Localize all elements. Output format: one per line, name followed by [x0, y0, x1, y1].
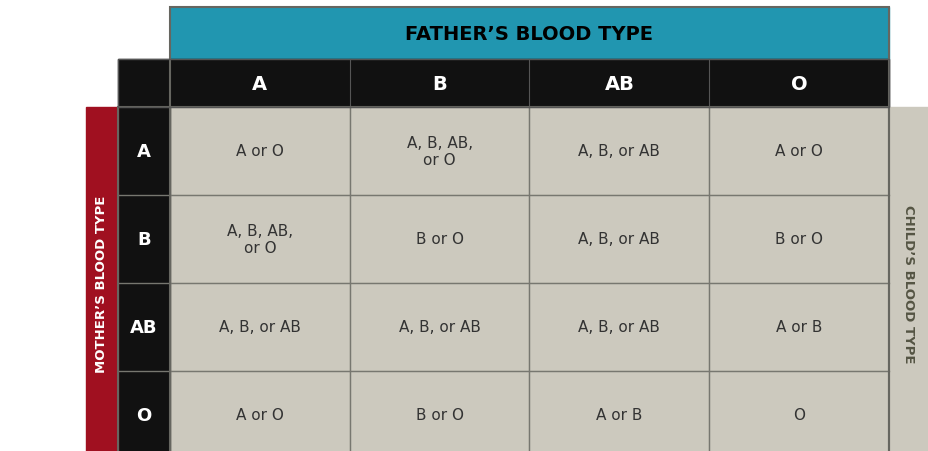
Bar [349, 196, 529, 283]
Text: A or O: A or O [236, 408, 284, 423]
Text: O: O [790, 74, 806, 93]
Bar [170, 8, 888, 60]
Bar [708, 196, 888, 283]
Text: A: A [252, 74, 267, 93]
Bar [529, 371, 708, 451]
Text: A or O: A or O [774, 144, 822, 159]
Bar [170, 371, 349, 451]
Text: A, B, or AB: A, B, or AB [578, 144, 660, 159]
Text: B: B [432, 74, 446, 93]
Text: A, B, or AB: A, B, or AB [219, 320, 301, 335]
Text: A or O: A or O [236, 144, 284, 159]
Text: FATHER’S BLOOD TYPE: FATHER’S BLOOD TYPE [405, 24, 652, 43]
Bar [708, 371, 888, 451]
Text: A, B, or AB: A, B, or AB [578, 320, 660, 335]
Bar [118, 60, 888, 108]
Bar [118, 108, 888, 451]
Text: A or B: A or B [596, 408, 642, 423]
Bar [170, 196, 349, 283]
Text: B or O: B or O [415, 408, 463, 423]
Bar [170, 283, 349, 371]
Text: AB: AB [604, 74, 634, 93]
Text: A: A [137, 143, 150, 161]
Text: A, B, or AB: A, B, or AB [398, 320, 480, 335]
Text: B or O: B or O [774, 232, 822, 247]
Bar [349, 371, 529, 451]
Text: CHILD’S BLOOD TYPE: CHILD’S BLOOD TYPE [901, 204, 914, 363]
Text: B: B [137, 230, 150, 249]
Text: B or O: B or O [415, 232, 463, 247]
Text: AB: AB [130, 318, 158, 336]
Bar [118, 108, 170, 451]
Bar [170, 8, 888, 451]
Bar [349, 108, 529, 196]
Text: A, B, or AB: A, B, or AB [578, 232, 660, 247]
Bar [708, 283, 888, 371]
Text: MOTHER’S BLOOD TYPE: MOTHER’S BLOOD TYPE [96, 195, 109, 372]
Text: A or B: A or B [775, 320, 821, 335]
Text: A, B, AB,
or O: A, B, AB, or O [226, 223, 292, 256]
Text: O: O [136, 406, 151, 424]
Bar [708, 108, 888, 196]
Bar [86, 108, 118, 451]
Bar [529, 196, 708, 283]
Text: A, B, AB,
or O: A, B, AB, or O [406, 135, 472, 168]
Bar [349, 283, 529, 371]
Bar [118, 60, 888, 108]
Text: O: O [793, 408, 805, 423]
Bar [529, 108, 708, 196]
Bar [888, 108, 928, 451]
Bar [170, 108, 349, 196]
Bar [529, 283, 708, 371]
